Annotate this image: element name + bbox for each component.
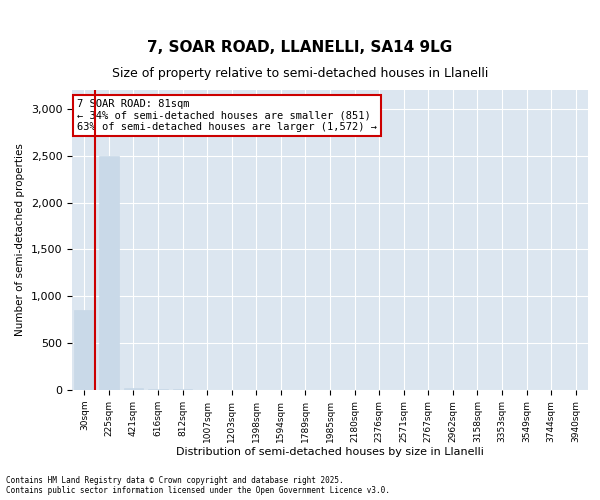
Bar [173, 389, 193, 390]
Bar [148, 389, 168, 390]
Text: Contains HM Land Registry data © Crown copyright and database right 2025.
Contai: Contains HM Land Registry data © Crown c… [6, 476, 390, 495]
Bar [99, 156, 119, 390]
Text: 7, SOAR ROAD, LLANELLI, SA14 9LG: 7, SOAR ROAD, LLANELLI, SA14 9LG [148, 40, 452, 55]
X-axis label: Distribution of semi-detached houses by size in Llanelli: Distribution of semi-detached houses by … [176, 448, 484, 458]
Text: 7 SOAR ROAD: 81sqm
← 34% of semi-detached houses are smaller (851)
63% of semi-d: 7 SOAR ROAD: 81sqm ← 34% of semi-detache… [77, 99, 377, 132]
Bar [124, 388, 143, 390]
Y-axis label: Number of semi-detached properties: Number of semi-detached properties [15, 144, 25, 336]
Text: Size of property relative to semi-detached houses in Llanelli: Size of property relative to semi-detach… [112, 67, 488, 80]
Bar [74, 310, 94, 390]
